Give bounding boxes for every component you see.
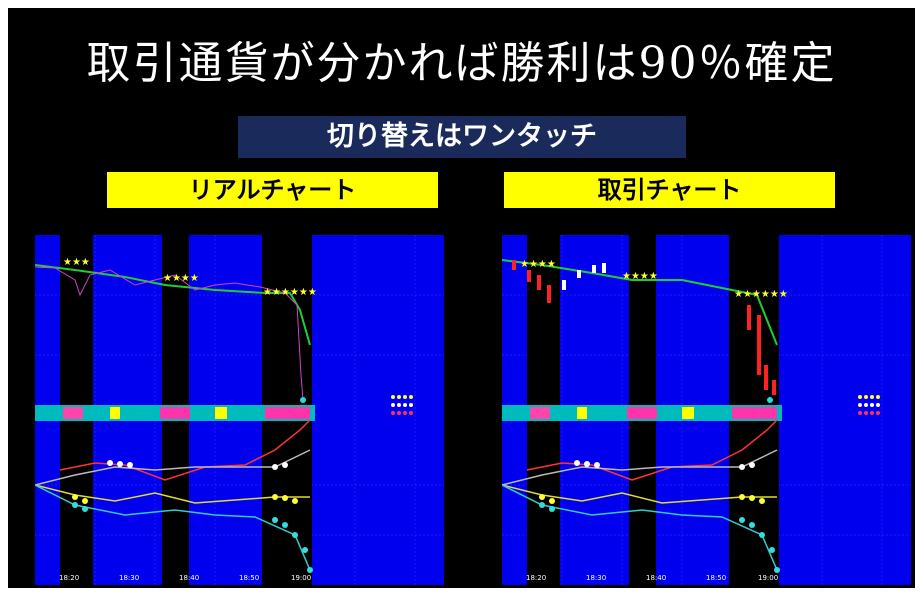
grid-lines xyxy=(502,235,911,585)
oscillator-dots xyxy=(72,460,313,573)
grid-lines xyxy=(35,235,444,585)
candlesticks xyxy=(512,260,776,395)
price-marker xyxy=(300,397,306,403)
legend-dots xyxy=(858,395,880,415)
trade-chart-panel: ★★★★ ★★★★ ★★★★★★ xyxy=(502,235,911,585)
real-chart: ★★★★★★★★★★★★★ xyxy=(35,235,444,585)
real-chart-panel: ★★★ ★★★★ ★★★★★★ xyxy=(35,235,444,585)
svg-text:★★★★★★: ★★★★★★ xyxy=(734,289,788,300)
star-markers: ★★★★★★★★★★★★★ xyxy=(63,257,317,298)
svg-text:18:40: 18:40 xyxy=(646,574,666,582)
real-chart-label: リアルチャート xyxy=(107,172,438,208)
trade-chart-label: 取引チャート xyxy=(504,172,835,208)
svg-text:19:00: 19:00 xyxy=(758,574,778,582)
svg-text:18:30: 18:30 xyxy=(119,574,139,582)
svg-text:18:50: 18:50 xyxy=(706,574,726,582)
signal-cells xyxy=(530,407,777,419)
svg-text:18:20: 18:20 xyxy=(526,574,546,582)
star-markers: ★★★★★★★★★★★★★★ xyxy=(520,259,788,300)
svg-text:19:00: 19:00 xyxy=(291,574,311,582)
svg-text:★★★: ★★★ xyxy=(63,257,90,268)
green-trend-line xyxy=(502,259,778,346)
legend-dots xyxy=(391,395,413,415)
page-title: 取引通貨が分かれば勝利は90％確定 xyxy=(86,38,837,89)
svg-text:★★★★: ★★★★ xyxy=(622,271,658,282)
oscillator-dots xyxy=(539,460,780,573)
purple-price-line xyxy=(35,266,304,401)
price-marker xyxy=(767,397,773,403)
slide: 取引通貨が分かれば勝利は90％確定 切り替えはワンタッチ リアルチャート 取引チ… xyxy=(8,8,915,588)
svg-text:★★★★: ★★★★ xyxy=(163,273,199,284)
signal-cells xyxy=(63,407,310,419)
svg-text:18:50: 18:50 xyxy=(239,574,259,582)
time-axis-labels: 18:20 18:30 18:40 18:50 19:00 xyxy=(526,574,778,582)
svg-text:18:20: 18:20 xyxy=(59,574,79,582)
subtitle-banner: 切り替えはワンタッチ xyxy=(238,116,686,158)
svg-text:18:40: 18:40 xyxy=(179,574,199,582)
svg-text:18:30: 18:30 xyxy=(586,574,606,582)
svg-text:★★★★★★: ★★★★★★ xyxy=(263,287,317,298)
oscillator-lines xyxy=(502,419,778,571)
trade-chart: ★★★★★★★★★★★★★★ xyxy=(502,235,911,585)
svg-text:★★★★: ★★★★ xyxy=(520,259,556,270)
time-axis-labels: 18:20 18:30 18:40 18:50 19:00 xyxy=(59,574,311,582)
